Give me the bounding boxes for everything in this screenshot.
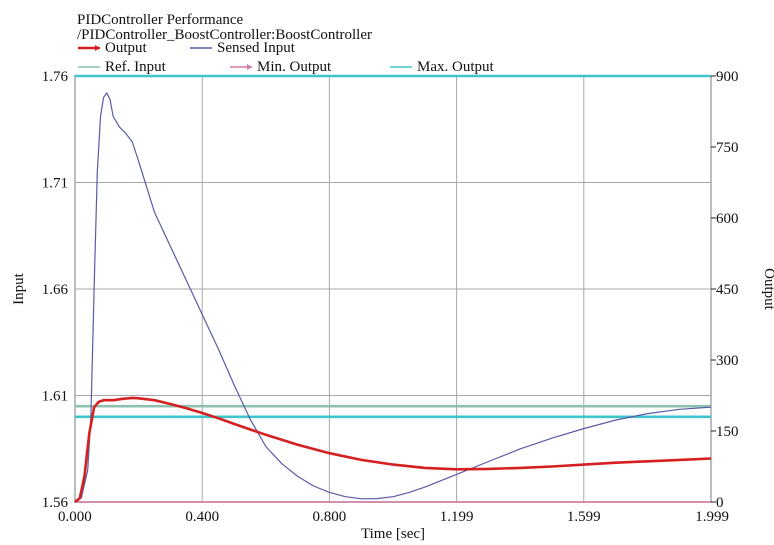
legend-label-output: Output bbox=[105, 40, 148, 56]
legend-label-ref-input: Ref. Input bbox=[105, 59, 167, 75]
legend: Output Sensed Input Ref. Input Min. Output M… bbox=[78, 40, 494, 75]
y-right-tick-label: 750 bbox=[716, 140, 739, 156]
y-left-tick-label: 1.76 bbox=[42, 69, 69, 85]
tick-labels: 0.000 0.400 0.800 1.199 1.599 1.999 1.56 1.61 1.… bbox=[42, 69, 739, 525]
series-line-output bbox=[74, 396, 712, 504]
y-left-tick-label: 1.61 bbox=[42, 389, 68, 405]
y-axis-left-label: Input bbox=[11, 272, 27, 304]
y-right-tick-label: 0 bbox=[716, 495, 724, 511]
y-left-tick-label: 1.56 bbox=[42, 495, 69, 511]
x-tick-label: 1.199 bbox=[440, 509, 474, 525]
y-left-tick-label: 1.66 bbox=[42, 282, 69, 298]
y-right-tick-label: 300 bbox=[716, 353, 739, 369]
legend-label-sensed-input: Sensed Input bbox=[217, 40, 296, 56]
series-line-sensed-input bbox=[74, 92, 712, 503]
x-axis-label: Time [sec] bbox=[361, 526, 425, 542]
y-right-tick-label: 900 bbox=[716, 69, 739, 85]
y-left-tick-label: 1.71 bbox=[42, 176, 68, 192]
y-right-tick-label: 450 bbox=[716, 282, 739, 298]
y-axis-right-label: Output bbox=[761, 268, 774, 311]
x-tick-label: 0.400 bbox=[185, 509, 219, 525]
series-layer bbox=[74, 74, 712, 504]
y-right-tick-label: 600 bbox=[716, 211, 739, 227]
legend-label-min-output: Min. Output bbox=[257, 59, 332, 75]
legend-label-max-output: Max. Output bbox=[417, 59, 494, 75]
y-right-tick-label: 150 bbox=[716, 424, 739, 440]
x-tick-label: 0.000 bbox=[58, 509, 92, 525]
x-tick-label: 1.999 bbox=[695, 509, 729, 525]
x-tick-label: 0.800 bbox=[313, 509, 347, 525]
legend-arrow-icon bbox=[95, 45, 100, 51]
chart-title: PIDController Performance bbox=[77, 12, 244, 28]
chart-subtitle: /PIDController_BoostController:BoostCont… bbox=[77, 27, 372, 43]
x-tick-label: 1.599 bbox=[567, 509, 601, 525]
legend-arrow-icon bbox=[247, 64, 252, 70]
